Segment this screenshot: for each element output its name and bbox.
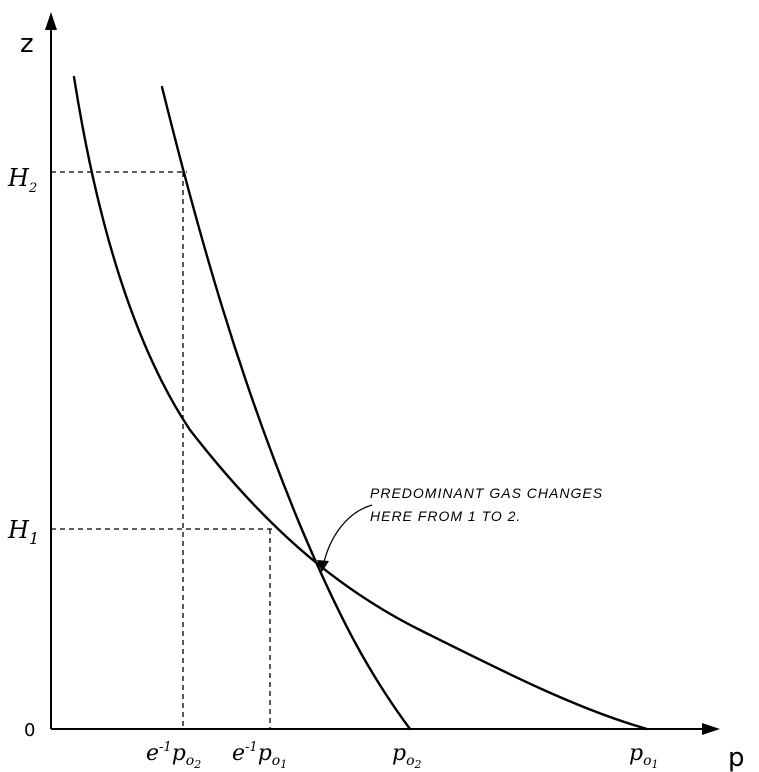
- p-axis-label: p: [728, 743, 745, 772]
- h1-label: H1: [7, 516, 39, 548]
- z-axis-label: z: [20, 29, 34, 59]
- p-axis-arrow-icon: [702, 723, 720, 735]
- z-axis-arrow-icon: [45, 12, 57, 30]
- annotation-arrow: [322, 504, 373, 567]
- p01-label: po1: [629, 741, 659, 771]
- annotation-line-2: HERE FROM 1 TO 2.: [370, 508, 521, 524]
- gas-1-pressure-curve: [72, 75, 649, 731]
- h2-label: H2: [7, 164, 37, 196]
- e-p01-label: e-1po1: [232, 740, 287, 771]
- annotation-arrowhead-icon: [317, 560, 329, 572]
- p02-label: po2: [392, 741, 422, 771]
- annotation-line-1: PREDOMINANT GAS CHANGES: [370, 485, 603, 501]
- e-p02-label: e-1po2: [146, 740, 201, 771]
- gas-2-pressure-curve: [160, 85, 412, 731]
- origin-label: 0: [24, 720, 35, 741]
